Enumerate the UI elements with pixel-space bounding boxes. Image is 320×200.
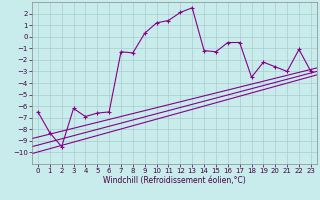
X-axis label: Windchill (Refroidissement éolien,°C): Windchill (Refroidissement éolien,°C) (103, 176, 246, 185)
